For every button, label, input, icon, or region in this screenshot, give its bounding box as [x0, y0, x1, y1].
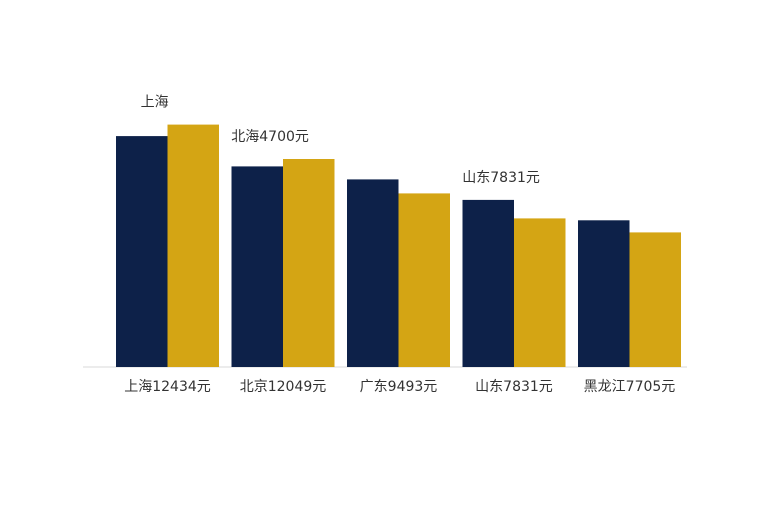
- bar-2-series-0: [347, 179, 399, 367]
- annotation-0: 上海: [141, 95, 169, 111]
- bar-3-series-0: [462, 199, 514, 367]
- x-tick-label-3: 山东7831元: [475, 379, 553, 395]
- bar-2-series-1: [398, 193, 450, 367]
- bar-1-series-1: [283, 159, 335, 367]
- x-tick-label-2: 广东9493元: [360, 379, 438, 395]
- bar-4-series-0: [578, 220, 630, 367]
- x-tick-label-1: 北京12049元: [240, 379, 327, 395]
- bar-3-series-1: [514, 218, 566, 367]
- bar-0-series-0: [116, 136, 168, 367]
- x-tick-label-4: 黑龙江7705元: [584, 379, 676, 395]
- bar-4-series-1: [629, 232, 681, 367]
- x-tick-label-0: 上海12434元: [124, 379, 211, 395]
- bars-group: [116, 124, 681, 367]
- bar-0-series-1: [167, 124, 219, 367]
- bar-1-series-0: [231, 166, 283, 367]
- annotation-2: 山东7831元: [462, 170, 540, 186]
- annotation-1: 北海4700元: [231, 129, 309, 145]
- tick-labels-group: 上海12434元 北京12049元 广东9493元 山东7831元 黑龙江7705元: [124, 379, 675, 395]
